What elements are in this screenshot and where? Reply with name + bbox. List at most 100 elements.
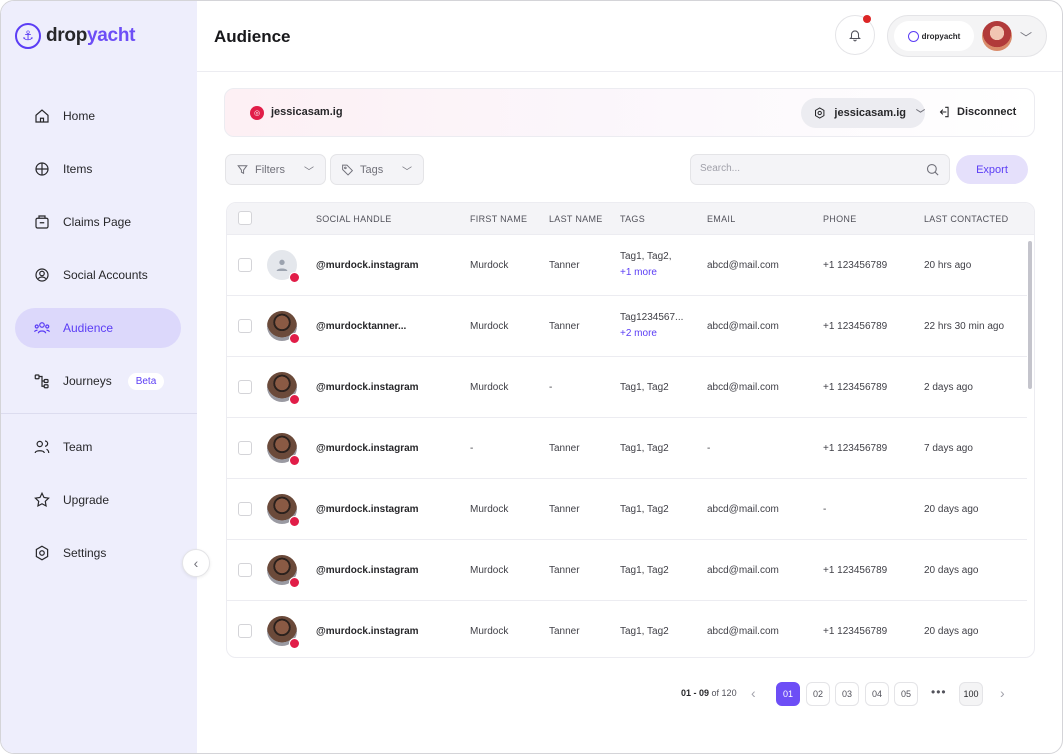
- row-checkbox[interactable]: [238, 380, 252, 394]
- cell-email: -: [707, 443, 711, 454]
- cell-first: Murdock: [470, 382, 509, 393]
- brand-logo[interactable]: ⚓ dropyacht: [15, 23, 135, 49]
- sidebar-item-journeys[interactable]: Journeys Beta: [15, 361, 181, 401]
- table-row[interactable]: @murdock.instagram Murdock - abcd@mail.com +…: [227, 357, 1027, 418]
- cell-tags: Tag1, Tag2: [620, 626, 669, 637]
- row-checkbox[interactable]: [238, 441, 252, 455]
- table-row[interactable]: @murdock.instagram Murdock Tanner abcd@mail…: [227, 601, 1027, 657]
- row-checkbox[interactable]: [238, 563, 252, 577]
- sidebar-item-settings[interactable]: Settings: [15, 533, 181, 573]
- chevron-left-icon: ‹: [751, 685, 756, 701]
- table-row[interactable]: @murdock.instagram Murdock Tanner abcd@mail…: [227, 235, 1027, 296]
- sidebar-item-home[interactable]: Home: [15, 96, 181, 136]
- row-checkbox[interactable]: [238, 502, 252, 516]
- audience-table: SOCIAL HANDLE FIRST NAME LAST NAME TAGS …: [226, 202, 1035, 658]
- cell-first: Murdock: [470, 321, 509, 332]
- page-button[interactable]: 03: [835, 682, 859, 706]
- search-input[interactable]: [700, 163, 910, 174]
- cell-contacted: 2 days ago: [924, 382, 973, 393]
- page-button[interactable]: 04: [865, 682, 889, 706]
- table-header: SOCIAL HANDLE FIRST NAME LAST NAME TAGS …: [227, 203, 1034, 235]
- page-title: Audience: [214, 27, 291, 46]
- cell-last: Tanner: [549, 626, 580, 637]
- cell-handle[interactable]: @murdock.instagram: [316, 443, 419, 454]
- sidebar-item-upgrade[interactable]: Upgrade: [15, 480, 181, 520]
- instagram-icon: [289, 638, 300, 649]
- cell-email: abcd@mail.com: [707, 565, 779, 576]
- tags-dropdown[interactable]: Tags ﹀: [330, 154, 424, 185]
- sidebar-item-social-accounts[interactable]: Social Accounts: [15, 255, 181, 295]
- account-select-value: jessicasam.ig: [834, 107, 906, 119]
- select-all-checkbox[interactable]: [238, 211, 252, 225]
- row-checkbox[interactable]: [238, 624, 252, 638]
- scrollbar-thumb[interactable]: [1028, 241, 1032, 389]
- collapse-sidebar-button[interactable]: ‹: [182, 549, 210, 577]
- account-brand-label: dropyacht: [921, 31, 961, 41]
- column-header[interactable]: LAST CONTACTED: [924, 214, 1009, 224]
- avatar: [267, 372, 300, 405]
- cell-last: Tanner: [549, 260, 580, 271]
- beta-badge: Beta: [127, 372, 165, 390]
- notifications-button[interactable]: [835, 15, 875, 55]
- cell-phone: +1 123456789: [823, 321, 888, 332]
- instagram-icon: [289, 272, 300, 283]
- sidebar-item-team[interactable]: Team: [15, 427, 181, 467]
- cell-tags: Tag1, Tag2: [620, 565, 669, 576]
- column-header[interactable]: TAGS: [620, 214, 646, 224]
- column-header[interactable]: LAST NAME: [549, 214, 603, 224]
- cell-handle[interactable]: @murdocktanner...: [316, 321, 407, 332]
- cell-email: abcd@mail.com: [707, 626, 779, 637]
- cell-handle[interactable]: @murdock.instagram: [316, 626, 419, 637]
- account-brand: dropyacht: [894, 21, 974, 51]
- page-button[interactable]: 05: [894, 682, 918, 706]
- prev-page-button[interactable]: ‹: [751, 685, 756, 701]
- page-button[interactable]: 01: [776, 682, 800, 706]
- chevron-left-icon: ‹: [193, 555, 199, 571]
- disconnect-button[interactable]: Disconnect: [937, 105, 1016, 119]
- column-header[interactable]: SOCIAL HANDLE: [316, 214, 392, 224]
- cell-last: -: [549, 382, 553, 393]
- cell-handle[interactable]: @murdock.instagram: [316, 382, 419, 393]
- cell-handle[interactable]: @murdock.instagram: [316, 260, 419, 271]
- table-row[interactable]: @murdocktanner... Murdock Tanner abcd@mail.…: [227, 296, 1027, 357]
- search-icon[interactable]: [925, 162, 940, 177]
- more-tags-link[interactable]: +2 more: [620, 328, 657, 339]
- row-checkbox[interactable]: [238, 258, 252, 272]
- sidebar-item-claims-page[interactable]: Claims Page: [15, 202, 181, 242]
- connected-account-bar: ◎ jessicasam.ig jessicasam.ig ﹀ Disconne…: [224, 88, 1035, 137]
- account-menu[interactable]: dropyacht ﹀: [887, 15, 1047, 57]
- table-row[interactable]: @murdock.instagram Murdock Tanner abcd@mail…: [227, 479, 1027, 540]
- chevron-right-icon: ›: [1000, 685, 1005, 701]
- sidebar-item-label: Home: [63, 109, 96, 123]
- account-select[interactable]: jessicasam.ig ﹀: [801, 98, 925, 128]
- instagram-icon: ◎: [250, 106, 264, 120]
- sidebar-item-items[interactable]: Items: [15, 149, 181, 189]
- cell-tags: Tag1, Tag2: [620, 443, 669, 454]
- cell-handle[interactable]: @murdock.instagram: [316, 565, 419, 576]
- instagram-icon: [289, 394, 300, 405]
- cell-phone: +1 123456789: [823, 443, 888, 454]
- column-header[interactable]: EMAIL: [707, 214, 736, 224]
- cell-handle[interactable]: @murdock.instagram: [316, 504, 419, 515]
- sidebar-item-audience[interactable]: Audience: [15, 308, 181, 348]
- table-row[interactable]: @murdock.instagram - Tanner - +1 123456789 7 …: [227, 418, 1027, 479]
- column-header[interactable]: FIRST NAME: [470, 214, 528, 224]
- page-button[interactable]: 100: [959, 682, 983, 706]
- pagination-ellipsis: •••: [931, 685, 947, 699]
- cell-tags: Tag1, Tag2: [620, 504, 669, 515]
- avatar: [267, 555, 300, 588]
- cell-contacted: 7 days ago: [924, 443, 973, 454]
- page-button[interactable]: 02: [806, 682, 830, 706]
- star-icon: [34, 491, 50, 508]
- more-tags-link[interactable]: +1 more: [620, 267, 657, 278]
- column-header[interactable]: PHONE: [823, 214, 857, 224]
- audience-icon: [33, 322, 51, 334]
- table-row[interactable]: @murdock.instagram Murdock Tanner abcd@mail…: [227, 540, 1027, 601]
- next-page-button[interactable]: ›: [1000, 685, 1005, 701]
- sidebar-item-label: Team: [63, 440, 93, 454]
- cell-tags: Tag1, Tag2,: [620, 251, 672, 262]
- export-button[interactable]: Export: [956, 155, 1028, 184]
- filters-dropdown[interactable]: Filters ﹀: [225, 154, 326, 185]
- row-checkbox[interactable]: [238, 319, 252, 333]
- chevron-down-icon: ﹀: [304, 167, 314, 178]
